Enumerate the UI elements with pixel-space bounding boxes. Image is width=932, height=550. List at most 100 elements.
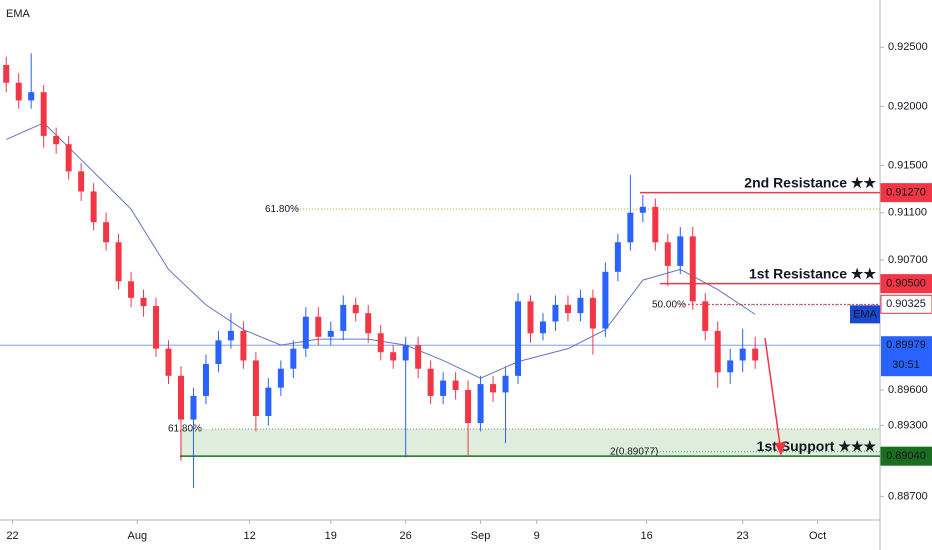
candle-body [415,345,422,369]
level-name: 1st Resistance ★★ [749,265,876,281]
level-axis-label: 0.90500 [886,278,926,290]
fib-label: 61.80% [265,204,299,215]
candle-body [452,380,459,390]
ema-line [6,122,756,379]
candle-body [3,65,10,83]
x-tick-label: 23 [737,530,749,542]
candle-body [477,384,484,424]
candle-body [103,222,110,243]
candle-body [153,306,160,349]
x-tick-label: Oct [809,530,826,542]
level-axis-box [880,294,932,314]
ema-badge [850,305,880,324]
ema-badge-label: EMA [853,308,878,320]
forecast-arrow [764,337,782,453]
y-tick-label: 0.91100 [888,207,927,219]
candle-body [714,330,721,373]
candle-body [40,92,47,136]
candle-body [739,348,746,361]
candle-body [402,345,409,361]
candle-body [427,368,434,396]
candle-body [327,330,334,337]
candle-body [28,92,35,101]
countdown-label: 30:51 [892,359,920,371]
x-tick-label: 12 [244,530,256,542]
indicator-label: EMA [6,8,31,20]
level-axis-box [880,274,932,294]
candle-body [702,301,709,331]
support-zone [180,429,880,457]
level-name: 2nd Resistance ★★ [744,174,876,190]
forecast-arrowhead [775,442,786,456]
y-tick-label: 0.92000 [888,100,928,112]
candle-body [227,330,234,341]
candle-body [140,297,147,307]
candle-body [727,360,734,373]
candle-body [539,321,546,334]
y-tick-label: 0.88700 [888,490,928,502]
candle-body [215,340,222,364]
candle-body [627,212,634,243]
y-tick-label: 0.90700 [888,254,928,266]
candle-body [65,144,72,172]
candle-body [177,375,184,420]
candle-body [527,301,534,334]
candle-body [302,316,309,349]
y-tick-label: 0.89300 [888,419,928,431]
candle-body [440,380,447,396]
candle-body [465,390,472,424]
current-price-label: 0.89979 [886,339,926,351]
x-tick-label: 9 [534,530,540,542]
level-axis-label: 0.90325 [886,298,926,310]
candle-body [290,348,297,369]
candle-body [265,387,272,416]
candle-body [502,375,509,393]
candle-body [614,242,621,272]
candle-body [352,304,359,314]
candle-body [589,297,596,329]
fib-label: 2(0.89077) [610,446,658,457]
candle-body [15,82,22,101]
candle-body [115,242,122,282]
candle-body [639,206,646,213]
candle-body [90,191,97,223]
x-tick-label: 26 [400,530,412,542]
candle-body [128,281,135,298]
candle-body [677,236,684,266]
candle-body [78,171,85,192]
level-axis-label: 0.89040 [886,450,926,462]
candle-body [240,330,247,361]
candle-body [202,364,209,396]
candle-body [552,304,559,322]
fib-label: 61.80% [168,424,202,435]
candle-body [252,360,259,416]
y-tick-label: 0.92500 [888,41,928,53]
level-axis-box [880,446,932,466]
candle-body [602,271,609,329]
candle-body [377,333,384,353]
candle-body [689,236,696,302]
candle-body [315,316,322,337]
current-price-box [881,336,932,377]
level-axis-label: 0.91270 [886,187,926,199]
x-tick-label: Sep [471,530,491,542]
candle-body [390,352,397,361]
candle-body [564,304,571,314]
candle-body [652,206,659,243]
x-tick-label: Aug [128,530,148,542]
x-tick-label: 19 [325,530,337,542]
y-tick-label: 0.89600 [888,384,928,396]
candle-body [340,304,347,331]
candle-body [165,348,172,376]
y-tick-label: 0.91500 [888,159,928,171]
candle-body [752,348,759,361]
candle-body [190,395,197,420]
level-name: 1st Support ★★★ [757,438,877,454]
candle-body [53,135,60,145]
x-tick-label: 16 [640,530,652,542]
level-axis-box [880,183,932,203]
candle-body [365,313,372,334]
candle-body [577,297,584,314]
